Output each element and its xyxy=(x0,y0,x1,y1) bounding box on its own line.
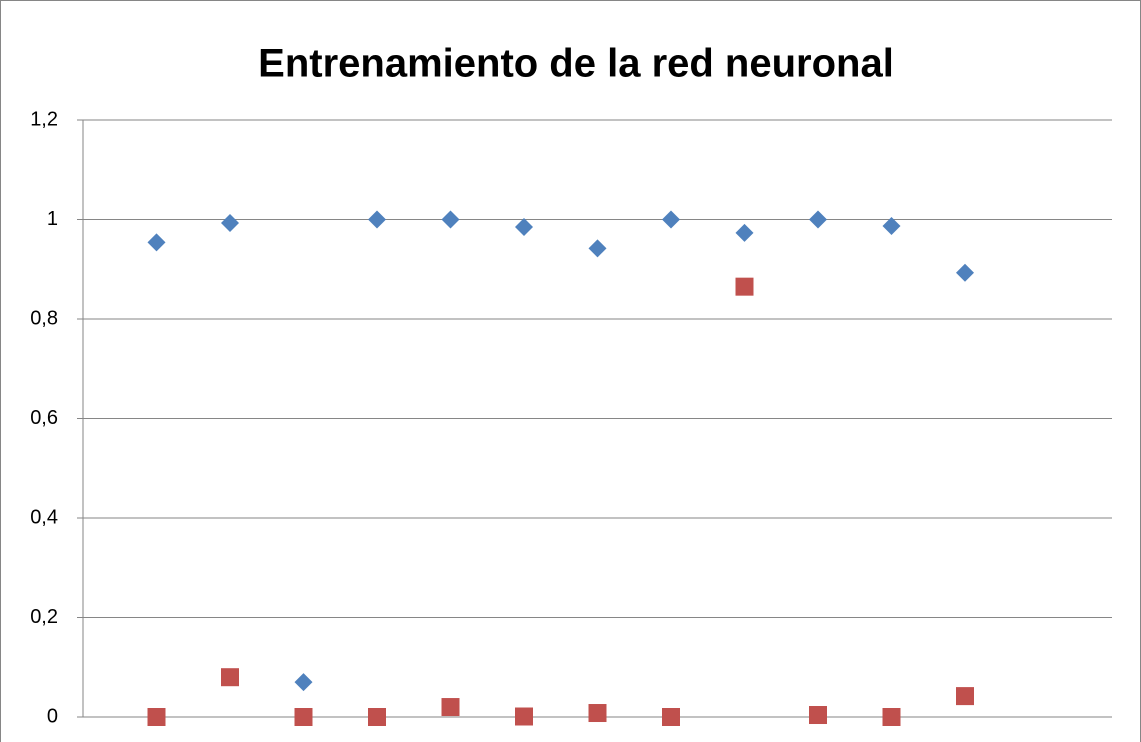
y-tick-label: 1,2 xyxy=(30,108,58,130)
point xyxy=(515,707,533,726)
point xyxy=(809,210,827,229)
point xyxy=(956,687,974,706)
point xyxy=(515,217,533,236)
y-tick-label: 0,2 xyxy=(30,606,58,628)
y-tick-label: 0,4 xyxy=(30,506,58,528)
point xyxy=(809,706,827,725)
point xyxy=(368,210,386,229)
point xyxy=(147,233,166,252)
y-tick-label: 0,6 xyxy=(30,407,58,429)
point xyxy=(588,704,607,723)
point xyxy=(221,213,239,232)
point xyxy=(662,210,680,229)
point xyxy=(368,708,386,726)
point xyxy=(882,216,901,235)
point xyxy=(662,708,680,726)
y-tick-label: 1 xyxy=(47,208,58,230)
point xyxy=(441,698,460,717)
y-tick-label: 0,8 xyxy=(30,307,58,329)
point xyxy=(147,708,166,726)
point xyxy=(882,708,901,726)
point xyxy=(294,673,313,692)
point xyxy=(441,210,460,229)
point xyxy=(294,708,313,726)
point xyxy=(588,239,607,258)
y-tick-label: 0 xyxy=(47,705,58,727)
point xyxy=(221,668,239,687)
point xyxy=(956,263,974,282)
point xyxy=(735,277,754,296)
chart-title: Entrenamiento de la red neuronal xyxy=(258,42,894,86)
point xyxy=(735,223,754,242)
